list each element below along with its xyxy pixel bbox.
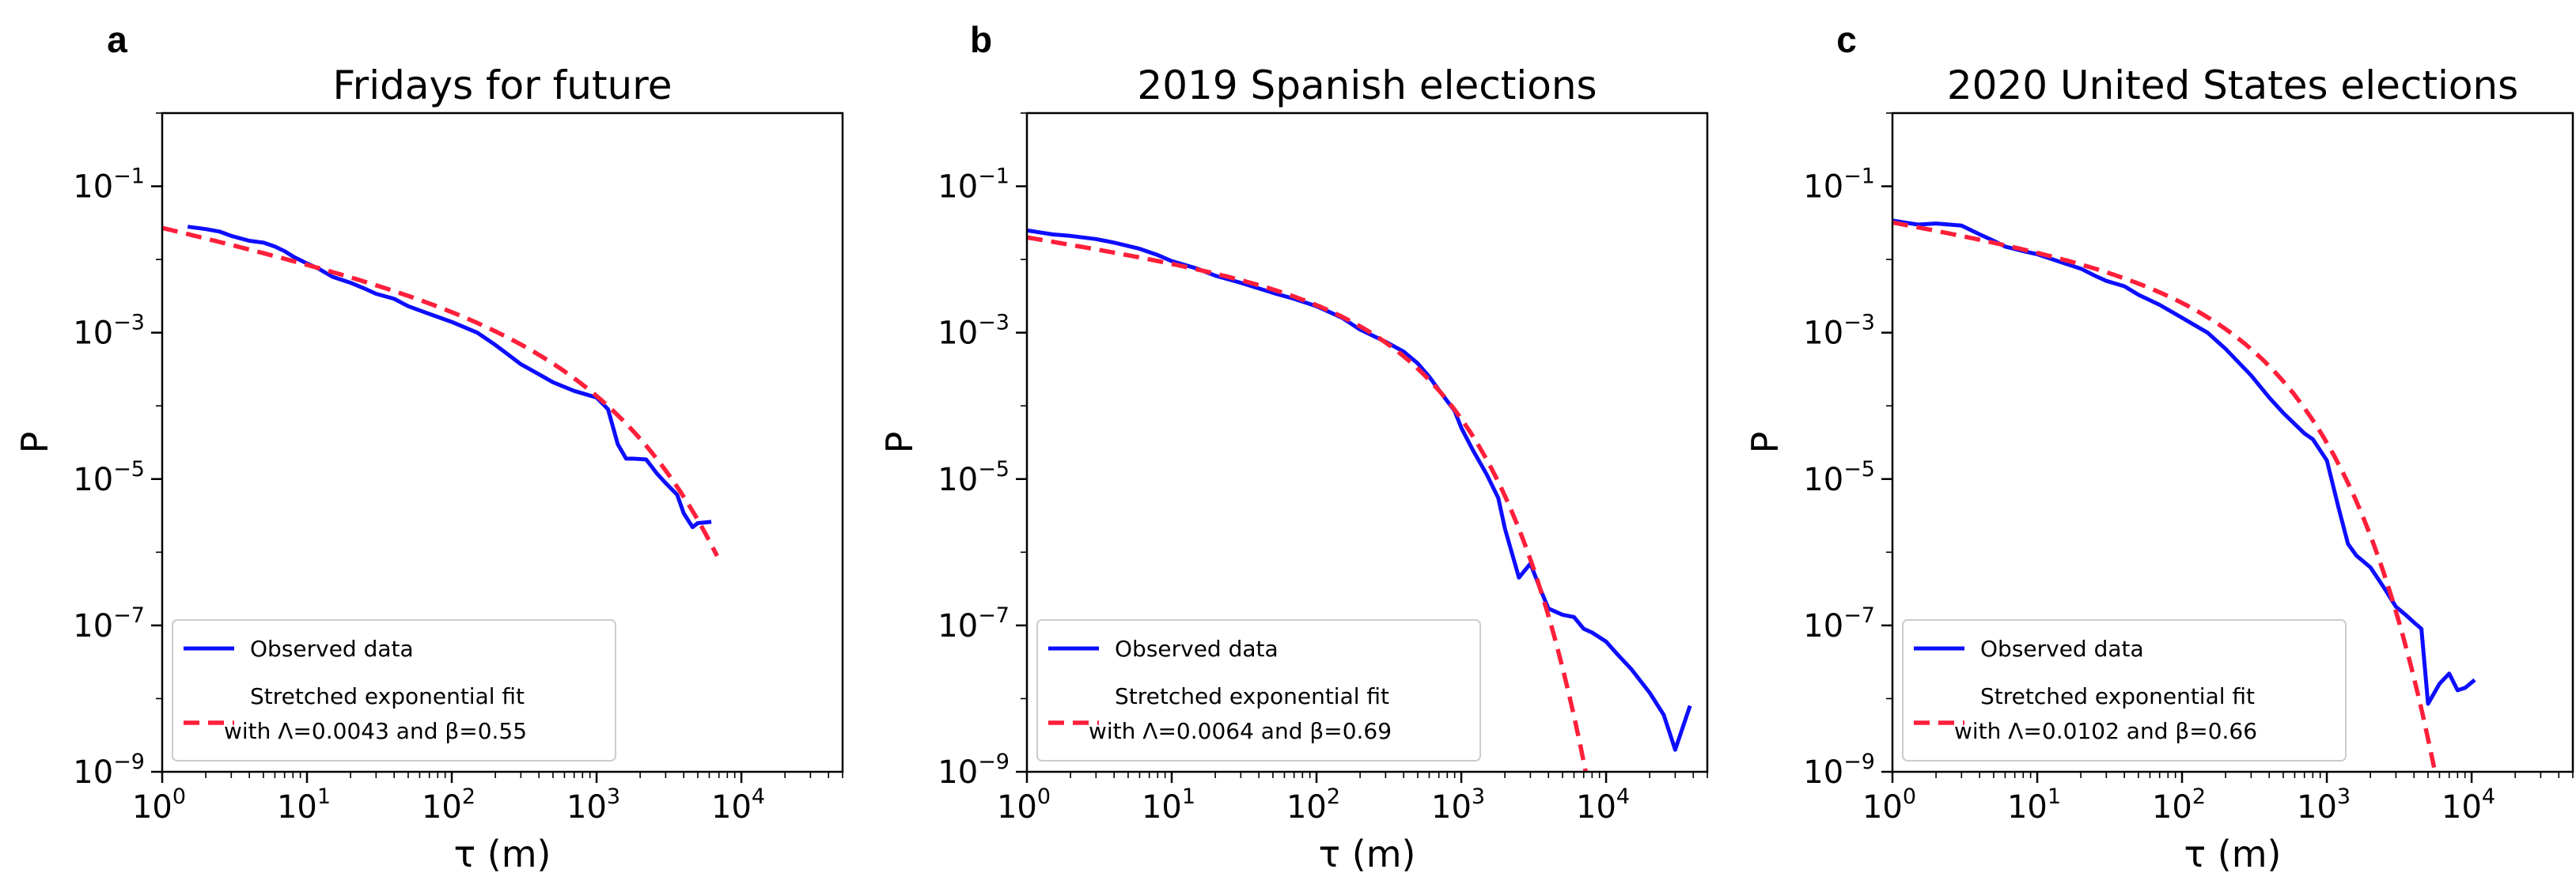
y-tick-label: 10−5: [938, 457, 1010, 498]
y-tick-label: 10−3: [938, 311, 1010, 352]
x-tick-label: 102: [2152, 784, 2206, 826]
y-axis-label: P: [878, 432, 921, 454]
legend-fit-label-line2: with Λ=0.0064 and β=0.69: [1089, 718, 1392, 744]
x-tick-label: 100: [132, 784, 186, 826]
plot-frame: [161, 112, 844, 773]
fit-curve: [162, 225, 719, 558]
y-tick-label: 10−5: [73, 457, 145, 498]
y-tick-label: 10−1: [938, 164, 1010, 206]
observed-data-line: [187, 225, 712, 530]
x-axis-label: τ (m): [453, 833, 551, 875]
y-tick-label: 10−7: [1803, 603, 1875, 644]
x-axis-label: τ (m): [2184, 833, 2281, 875]
legend-fit-label-line1: Stretched exponential fit: [1980, 683, 2255, 709]
legend-observed-label: Observed data: [1980, 636, 2144, 662]
panel-letter: b: [970, 19, 992, 60]
x-tick-label: 104: [1576, 784, 1630, 826]
x-tick-label: 101: [2007, 784, 2061, 826]
x-tick-label: 104: [2442, 784, 2495, 826]
chart-title: 2019 Spanish elections: [1137, 62, 1597, 108]
legend-fit-label-line1: Stretched exponential fit: [1115, 683, 1389, 709]
y-tick-label: 10−3: [73, 311, 145, 352]
x-axis-label: τ (m): [1318, 833, 1415, 875]
chart-panel-a: a Fridays for future 100 101 102 103 104 10−1 10…: [13, 19, 844, 875]
plot-frame: [1891, 112, 2574, 773]
legend-fit-label-line2: with Λ=0.0102 and β=0.66: [1954, 718, 2257, 744]
x-tick-label: 101: [277, 784, 331, 826]
legend-fit-label-line2: with Λ=0.0043 and β=0.55: [224, 718, 527, 744]
legend: Observed data Stretched exponential fit wi…: [1036, 619, 1481, 762]
legend-observed-label: Observed data: [1115, 636, 1279, 662]
chart-title: Fridays for future: [333, 62, 672, 108]
legend-observed-label: Observed data: [250, 636, 414, 662]
y-tick-label: 10−3: [1803, 311, 1875, 352]
chart-title: 2020 United States elections: [1947, 62, 2518, 108]
y-tick-label: 10−1: [73, 164, 145, 206]
x-tick-label: 103: [566, 784, 620, 826]
panel-letter: a: [107, 19, 127, 60]
legend-box: [172, 619, 616, 762]
y-tick-label: 10−9: [1803, 750, 1875, 791]
plot-frame: [1025, 112, 1709, 773]
fit-curve: [1892, 220, 2437, 769]
x-tick-label: 103: [2297, 784, 2351, 826]
legend-box: [1036, 619, 1481, 762]
x-tick-label: 102: [422, 784, 475, 826]
panel-letter: c: [1836, 19, 1857, 60]
x-tick-label: 100: [1862, 784, 1916, 826]
chart-panel-b: b 2019 Spanish elections 100 101 102 103 104 10…: [878, 19, 1709, 875]
y-axis-label: P: [1744, 432, 1786, 454]
x-tick-label: 101: [1142, 784, 1195, 826]
legend: Observed data Stretched exponential fit wi…: [172, 619, 616, 762]
x-tick-label: 104: [711, 784, 765, 826]
x-tick-label: 100: [997, 784, 1051, 826]
legend-box: [1902, 619, 2347, 762]
y-tick-label: 10−1: [1803, 164, 1875, 206]
chart-panel-c: c 2020 United States elections 100 101 102 10…: [1744, 19, 2574, 875]
y-tick-label: 10−9: [73, 750, 145, 791]
y-tick-label: 10−5: [1803, 457, 1875, 498]
y-axis-label: P: [13, 432, 56, 454]
observed-data-line: [1027, 228, 1692, 752]
fit-curve: [1027, 235, 1589, 772]
legend: Observed data Stretched exponential fit wi…: [1902, 619, 2347, 762]
y-tick-label: 10−9: [938, 750, 1010, 791]
y-tick-label: 10−7: [938, 603, 1010, 644]
x-tick-label: 102: [1286, 784, 1340, 826]
y-tick-label: 10−7: [73, 603, 145, 644]
x-tick-label: 103: [1431, 784, 1485, 826]
legend-fit-label-line1: Stretched exponential fit: [250, 683, 525, 709]
